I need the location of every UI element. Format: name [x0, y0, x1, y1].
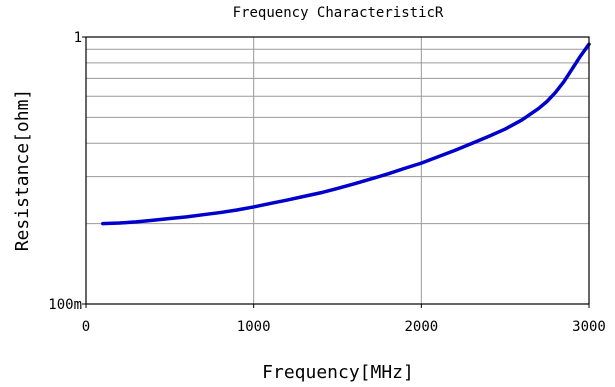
- series-line: [101, 42, 591, 226]
- y-axis-label: Resistance[ohm]: [12, 89, 33, 252]
- x-axis-ticks: 0 1000 2000 3000: [82, 304, 606, 335]
- x-tick-label: 3000: [572, 319, 606, 335]
- y-tick-label: 100m: [48, 297, 82, 313]
- y-axis-ticks: 100m 1: [48, 30, 86, 313]
- series-layer: [101, 42, 591, 226]
- grid: [86, 37, 589, 304]
- chart-title: Frequency CharacteristicR: [233, 5, 444, 21]
- x-tick-label: 2000: [404, 319, 438, 335]
- x-axis-label: Frequency[MHz]: [262, 362, 414, 383]
- y-tick-label: 1: [74, 30, 82, 46]
- plot-frame: [85, 36, 590, 305]
- x-tick-label: 1000: [237, 319, 271, 335]
- x-tick-label: 0: [82, 319, 90, 335]
